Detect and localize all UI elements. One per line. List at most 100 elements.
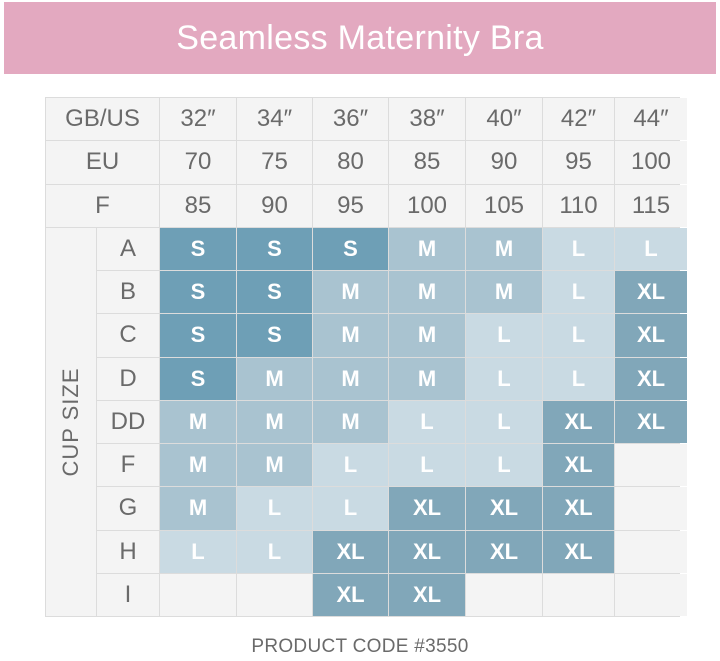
size-cell: M (389, 227, 465, 270)
header-value: 36″ (313, 98, 388, 141)
size-cell: M (313, 400, 388, 443)
size-cell: S (313, 227, 388, 270)
size-cell: M (389, 314, 465, 357)
size-cell: XL (615, 400, 687, 443)
size-cell: L (543, 314, 614, 357)
size-cell: XL (543, 400, 614, 443)
size-cell: S (160, 314, 236, 357)
size-cell: S (237, 227, 312, 270)
size-cell: XL (466, 487, 542, 530)
size-cell: L (543, 227, 614, 270)
empty-cell (615, 530, 687, 573)
header-value: 115 (615, 184, 687, 227)
cup-label: C (97, 314, 159, 357)
header-value: 75 (237, 141, 312, 184)
size-cell: L (313, 487, 388, 530)
cup-label: A (97, 227, 159, 270)
size-cell: XL (466, 530, 542, 573)
size-cell: M (466, 227, 542, 270)
cup-label: F (97, 444, 159, 487)
header-value: 110 (543, 184, 614, 227)
header-value: 105 (466, 184, 542, 227)
size-cell: L (543, 357, 614, 400)
size-cell: M (466, 271, 542, 314)
empty-cell (615, 487, 687, 530)
size-cell: S (237, 271, 312, 314)
empty-cell (466, 573, 542, 616)
page-title: Seamless Maternity Bra (176, 18, 544, 57)
header-value: 70 (160, 141, 236, 184)
size-cell: M (160, 400, 236, 443)
header-value: 38″ (389, 98, 465, 141)
empty-cell (615, 444, 687, 487)
size-cell: XL (313, 573, 388, 616)
header-value: 80 (313, 141, 388, 184)
size-cell: L (466, 444, 542, 487)
cup-label: G (97, 487, 159, 530)
header-value: 40″ (466, 98, 542, 141)
size-cell: M (237, 357, 312, 400)
cup-size-text: CUP SIZE (58, 367, 83, 477)
header-value: 85 (389, 141, 465, 184)
empty-cell (160, 573, 236, 616)
size-cell: M (313, 271, 388, 314)
size-cell: M (160, 444, 236, 487)
header-label: GB/US (46, 98, 159, 141)
header-label: EU (46, 141, 159, 184)
size-cell: XL (389, 530, 465, 573)
size-cell: L (389, 400, 465, 443)
size-cell: L (313, 444, 388, 487)
size-cell: L (160, 530, 236, 573)
title-banner: Seamless Maternity Bra (4, 2, 716, 74)
header-value: 100 (615, 141, 687, 184)
size-chart-table: GB/US 32″ 34″ 36″ 38″ 40″ 42″ 44″ EU 70 75 80 85 90 95… (45, 97, 687, 617)
size-cell: S (160, 357, 236, 400)
header-value: 85 (160, 184, 236, 227)
cup-label: I (97, 573, 159, 616)
empty-cell (543, 573, 614, 616)
size-cell: S (237, 314, 312, 357)
size-cell: S (160, 271, 236, 314)
header-value: 90 (466, 141, 542, 184)
size-cell: L (466, 357, 542, 400)
header-value: 95 (543, 141, 614, 184)
header-label: F (46, 184, 159, 227)
size-cell: L (543, 271, 614, 314)
size-cell: L (237, 487, 312, 530)
header-value: 32″ (160, 98, 236, 141)
empty-cell (615, 573, 687, 616)
size-cell: XL (615, 314, 687, 357)
size-cell: XL (313, 530, 388, 573)
size-cell: XL (615, 357, 687, 400)
size-cell: M (389, 271, 465, 314)
cup-label: D (97, 357, 159, 400)
size-cell: XL (543, 444, 614, 487)
size-cell: XL (543, 530, 614, 573)
size-cell: L (615, 227, 687, 270)
header-value: 42″ (543, 98, 614, 141)
size-cell: L (466, 400, 542, 443)
size-cell: L (389, 444, 465, 487)
header-value: 90 (237, 184, 312, 227)
cup-label: B (97, 271, 159, 314)
product-code: PRODUCT CODE #3550 (251, 636, 469, 657)
size-cell: M (313, 314, 388, 357)
empty-cell (237, 573, 312, 616)
size-cell: M (160, 487, 236, 530)
cup-label: H (97, 530, 159, 573)
header-value: 95 (313, 184, 388, 227)
cup-label: DD (97, 400, 159, 443)
size-cell: XL (615, 271, 687, 314)
size-cell: M (389, 357, 465, 400)
size-cell: L (237, 530, 312, 573)
size-cell: L (466, 314, 542, 357)
size-cell: M (313, 357, 388, 400)
size-cell: M (237, 400, 312, 443)
size-cell: S (160, 227, 236, 270)
size-cell: XL (543, 487, 614, 530)
header-value: 34″ (237, 98, 312, 141)
size-cell: XL (389, 573, 465, 616)
header-value: 100 (389, 184, 465, 227)
size-cell: XL (389, 487, 465, 530)
size-cell: M (237, 444, 312, 487)
